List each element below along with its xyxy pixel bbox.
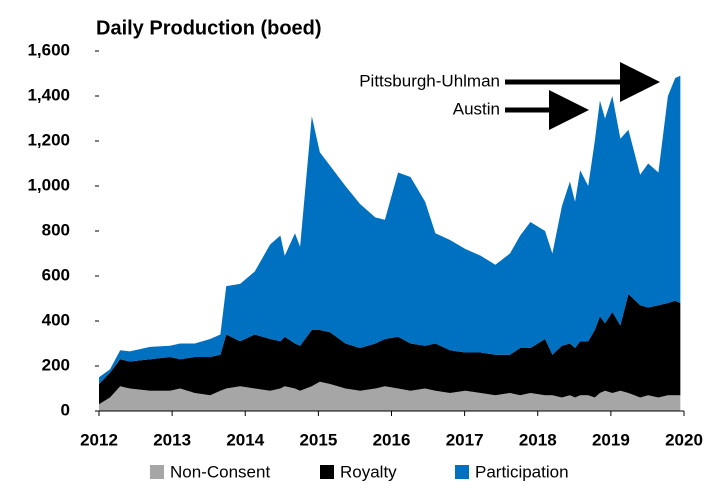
legend-label: Royalty [340, 462, 397, 481]
annotation: Austin [453, 99, 500, 118]
y-tick-label: 1,000 [27, 175, 70, 194]
legend-swatch [320, 465, 334, 479]
y-tick-label: 1,600 [27, 40, 70, 59]
x-tick-label: 2018 [519, 430, 557, 449]
x-tick-label: 2019 [592, 430, 630, 449]
x-tick-label: 2015 [299, 430, 337, 449]
legend-swatch [455, 465, 469, 479]
y-tick-label: 0 [61, 400, 70, 419]
x-tick-label: 2013 [153, 430, 191, 449]
y-tick-label: 1,400 [27, 85, 70, 104]
y-tick-label: 600 [42, 265, 70, 284]
x-tick-label: 2020 [665, 430, 703, 449]
y-tick-label: 400 [42, 310, 70, 329]
area [99, 75, 681, 384]
legend-label: Participation [475, 462, 569, 481]
chart-title: Daily Production (boed) [96, 17, 322, 39]
legend-swatch [150, 465, 164, 479]
legend-label: Non-Consent [170, 462, 270, 481]
x-tick-label: 2012 [80, 430, 118, 449]
annotation: Pittsburgh-Uhlman [359, 71, 500, 90]
x-tick-label: 2014 [226, 430, 264, 449]
y-tick-label: 200 [42, 355, 70, 374]
x-tick-label: 2016 [373, 430, 411, 449]
area [99, 294, 681, 405]
area [99, 381, 681, 411]
y-tick-label: 1,200 [27, 130, 70, 149]
x-tick-label: 2017 [446, 430, 484, 449]
plot-area [99, 75, 681, 411]
y-tick-label: 800 [42, 220, 70, 239]
